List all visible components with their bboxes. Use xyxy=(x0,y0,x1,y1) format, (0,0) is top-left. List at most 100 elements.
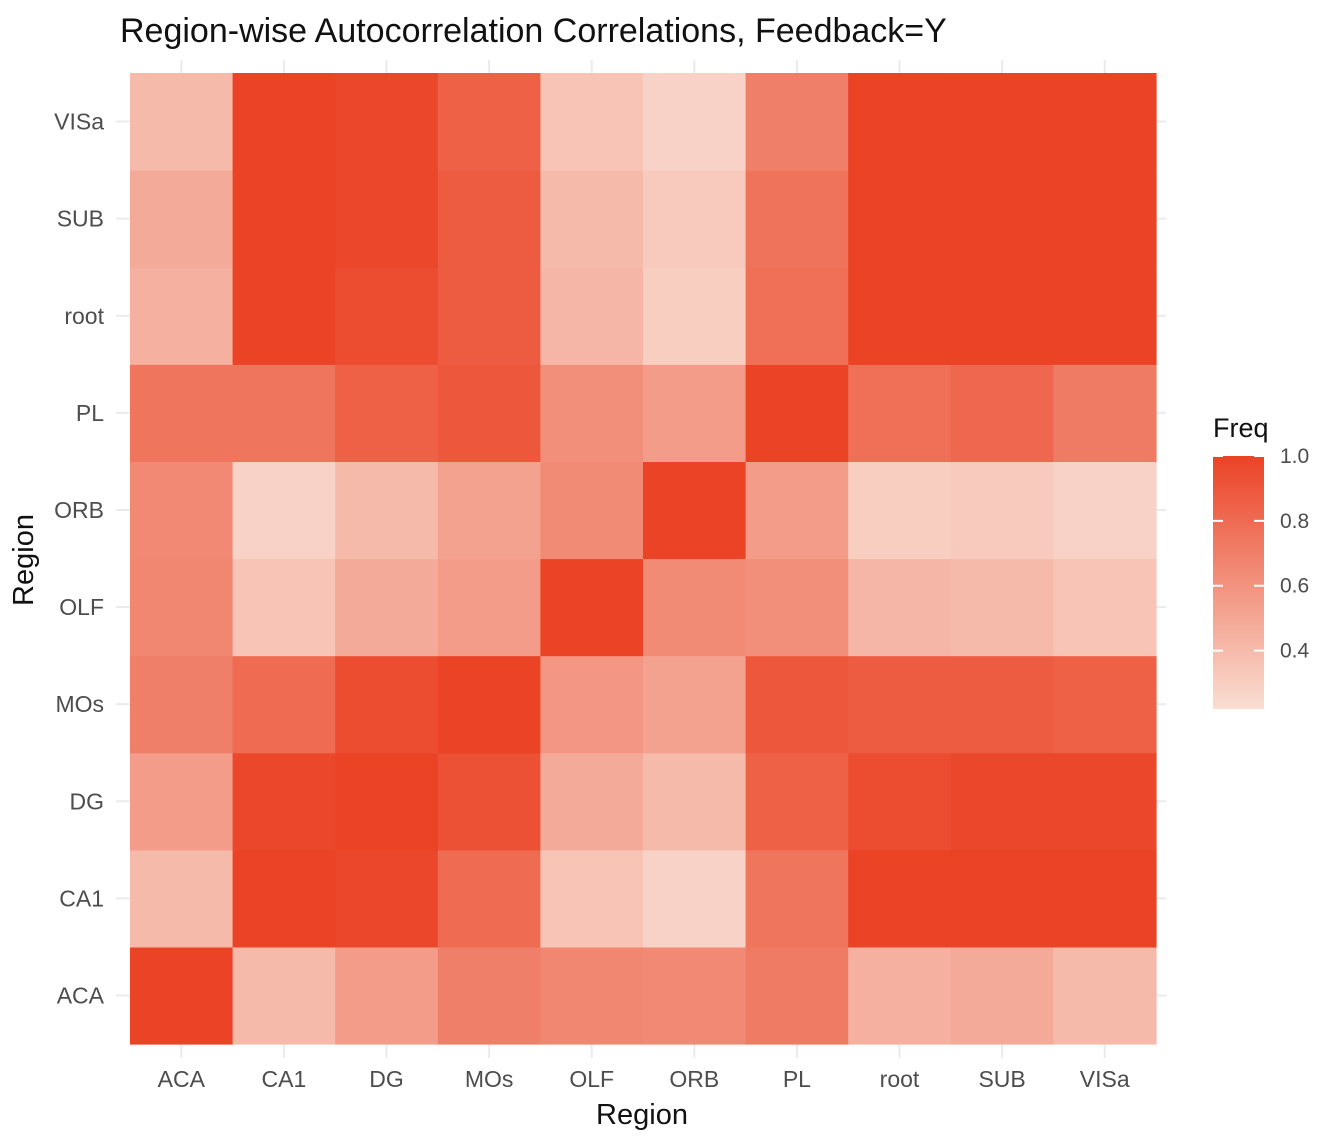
heatmap-cell xyxy=(1053,752,1157,851)
heatmap-cell xyxy=(1053,655,1157,754)
heatmap-cell xyxy=(950,558,1054,657)
heatmap-cell xyxy=(643,849,747,948)
heatmap-cell xyxy=(848,73,952,171)
heatmap-cell xyxy=(232,849,336,948)
heatmap-cell xyxy=(1053,849,1157,948)
heatmap-cell xyxy=(437,170,541,268)
heatmap-cell xyxy=(335,558,439,657)
x-tick-label: VISa xyxy=(1080,1066,1130,1092)
x-tick-labels: ACA CA1 DG MOs OLF ORB PL root SUB VISa xyxy=(158,1066,1130,1092)
heatmap-cell xyxy=(232,73,336,171)
heatmap-cell xyxy=(745,170,849,268)
heatmap-cell xyxy=(130,364,234,462)
heatmap-cell xyxy=(950,364,1054,462)
heatmap-cell xyxy=(232,558,336,657)
x-tick-label: ACA xyxy=(158,1066,206,1092)
heatmap-cell xyxy=(437,946,541,1045)
heatmap-cell xyxy=(848,655,952,754)
y-tick-label: SUB xyxy=(57,206,104,232)
heatmap-cell xyxy=(643,267,747,365)
y-tick-label: DG xyxy=(70,788,105,814)
heatmap-cell xyxy=(130,73,234,171)
heatmap-cell xyxy=(540,752,644,851)
x-tick-label: root xyxy=(880,1066,920,1092)
heatmap-cell xyxy=(335,461,439,560)
heatmap-cell xyxy=(643,752,747,851)
y-axis-title: Region xyxy=(8,514,40,606)
heatmap-cell xyxy=(335,364,439,462)
legend: Freq 1.0 0.8 0.6 0.4 xyxy=(1213,413,1310,709)
heatmap-cell xyxy=(745,558,849,657)
heatmap-cell xyxy=(848,752,952,851)
heatmap-cell xyxy=(540,170,644,268)
heatmap-cell xyxy=(745,752,849,851)
y-tick-label: MOs xyxy=(55,691,104,717)
y-tick-label: ACA xyxy=(57,982,105,1008)
heatmap-cell xyxy=(643,461,747,560)
legend-tick-label: 0.6 xyxy=(1280,575,1309,598)
heatmap-cell xyxy=(643,364,747,462)
heatmap-cell xyxy=(1053,267,1157,365)
x-tick-label: DG xyxy=(369,1066,404,1092)
heatmap-cell xyxy=(848,849,952,948)
heatmap-cell xyxy=(232,364,336,462)
heatmap-cell xyxy=(745,364,849,462)
legend-tick-label: 1.0 xyxy=(1280,445,1309,468)
heatmap-cell xyxy=(232,170,336,268)
heatmap-cell xyxy=(643,73,747,171)
heatmap-cell xyxy=(950,267,1054,365)
heatmap-cell xyxy=(848,946,952,1045)
heatmap-cell xyxy=(130,655,234,754)
y-tick-label: PL xyxy=(76,400,104,426)
heatmap-cell xyxy=(540,946,644,1045)
heatmap-cell xyxy=(232,946,336,1045)
heatmap-cells xyxy=(130,73,1157,1045)
y-tick-label: VISa xyxy=(54,109,104,135)
heatmap-cell xyxy=(437,849,541,948)
heatmap-cell xyxy=(643,558,747,657)
x-tick-label: ORB xyxy=(669,1066,719,1092)
heatmap-cell xyxy=(950,461,1054,560)
heatmap-cell xyxy=(437,267,541,365)
heatmap-cell xyxy=(643,655,747,754)
heatmap-cell xyxy=(437,73,541,171)
y-tick-label: ORB xyxy=(54,497,104,523)
heatmap-cell xyxy=(540,849,644,948)
x-tick-label: PL xyxy=(783,1066,811,1092)
heatmap-cell xyxy=(1053,364,1157,462)
x-axis-title: Region xyxy=(596,1099,688,1131)
heatmap-cell xyxy=(130,849,234,948)
y-tick-label: CA1 xyxy=(59,885,104,911)
heatmap-cell xyxy=(437,655,541,754)
heatmap-cell xyxy=(437,558,541,657)
heatmap-cell xyxy=(643,170,747,268)
heatmap-cell xyxy=(335,73,439,171)
heatmap-cell xyxy=(643,946,747,1045)
heatmap-cell xyxy=(1053,558,1157,657)
legend-colorbar xyxy=(1213,456,1264,709)
heatmap-cell xyxy=(848,170,952,268)
legend-tick-label: 0.4 xyxy=(1280,640,1310,663)
heatmap-cell xyxy=(745,849,849,948)
heatmap-cell xyxy=(1053,461,1157,560)
heatmap-cell xyxy=(130,558,234,657)
heatmap-cell xyxy=(335,849,439,948)
y-tick-label: OLF xyxy=(59,594,104,620)
heatmap-cell xyxy=(745,461,849,560)
x-tick-label: SUB xyxy=(978,1066,1025,1092)
chart-title: Region-wise Autocorrelation Correlations… xyxy=(120,12,947,50)
heatmap-cell xyxy=(540,558,644,657)
heatmap-cell xyxy=(745,655,849,754)
heatmap-cell xyxy=(335,655,439,754)
heatmap-cell xyxy=(848,461,952,560)
heatmap-cell xyxy=(1053,170,1157,268)
heatmap-cell xyxy=(130,267,234,365)
heatmap-cell xyxy=(848,364,952,462)
heatmap-cell xyxy=(130,946,234,1045)
x-tick-label: OLF xyxy=(569,1066,614,1092)
heatmap-cell xyxy=(232,752,336,851)
heatmap-cell xyxy=(950,655,1054,754)
x-tick-label: CA1 xyxy=(262,1066,307,1092)
